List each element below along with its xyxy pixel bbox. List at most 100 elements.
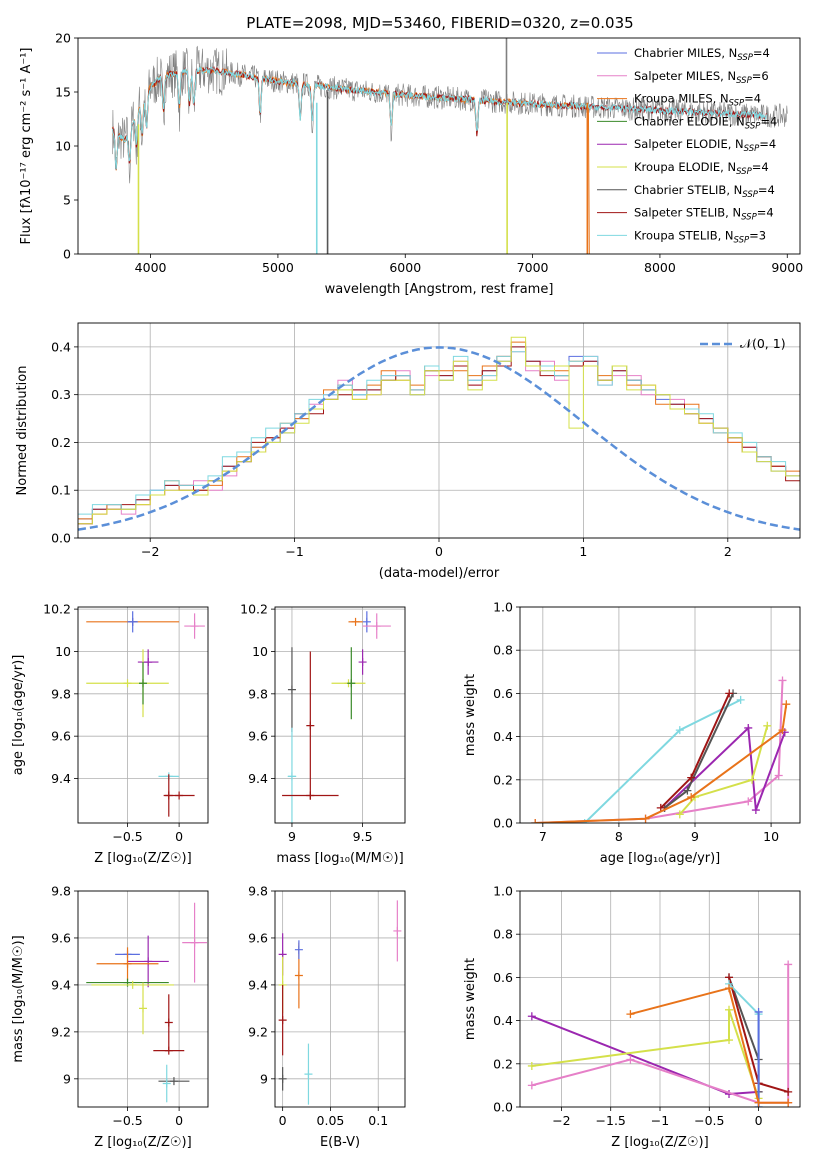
weight-point bbox=[725, 1005, 734, 1014]
weight-point bbox=[725, 1036, 734, 1045]
x-tick-label: 9 bbox=[691, 829, 699, 844]
chart-mass_vs_Z: −0.5 0 9 9.2 9.4 9.6 9.8 Z [log₁₀(Z/Z☉)] mass [l… bbox=[11, 884, 209, 1150]
data-point bbox=[139, 679, 147, 688]
x-axis-label: Z [log₁₀(Z/Z☉)] bbox=[94, 1135, 191, 1150]
plot-area bbox=[527, 960, 793, 1107]
x-axis-label: (data-model)/error bbox=[379, 566, 500, 581]
data-point bbox=[190, 622, 199, 631]
data-point bbox=[123, 679, 132, 688]
y-tick-label: 9.6 bbox=[51, 930, 71, 945]
weight-point bbox=[687, 793, 696, 802]
axes-frame bbox=[77, 322, 801, 539]
x-tick-label: 8 bbox=[615, 829, 623, 844]
histogram-series bbox=[78, 336, 800, 525]
legend: Chabrier MILES, NSSP=4 Salpeter MILES, NS… bbox=[597, 46, 777, 245]
y-tick-label: 9.8 bbox=[248, 884, 268, 899]
data-point bbox=[164, 791, 173, 800]
y-tick-label: 10 bbox=[55, 644, 71, 659]
weight-point bbox=[784, 960, 793, 969]
plot-area bbox=[86, 611, 205, 817]
weight-point bbox=[626, 1055, 635, 1064]
data-point bbox=[139, 1004, 147, 1013]
data-point bbox=[190, 938, 199, 947]
y-tick-label: 10 bbox=[252, 644, 268, 659]
x-tick-label: −2 bbox=[141, 544, 159, 559]
x-axis-label: E(B-V) bbox=[320, 1135, 360, 1150]
data-point bbox=[128, 617, 137, 626]
chart-weight_vs_Z: −2 −1.5 −1 −0.5 0 0.0 0.2 0.4 0.6 0.8 1.0 Z [log₁₀(… bbox=[463, 884, 801, 1150]
x-tick-label: 0 bbox=[755, 1113, 763, 1128]
weight-line bbox=[531, 1015, 759, 1096]
y-tick-label: 15 bbox=[55, 85, 71, 100]
y-tick-label: 0.0 bbox=[493, 1100, 513, 1115]
weight-point bbox=[774, 771, 783, 780]
legend-label: Kroupa STELIB, NSSP=3 bbox=[634, 228, 766, 245]
y-tick-label: 0 bbox=[63, 247, 71, 262]
weight-point bbox=[725, 984, 734, 993]
data-point bbox=[278, 1074, 287, 1083]
data-point bbox=[128, 980, 137, 989]
legend-label: Salpeter ELODIE, NSSP=4 bbox=[634, 137, 776, 154]
weight-point bbox=[748, 775, 757, 784]
weight-point bbox=[744, 797, 753, 806]
y-tick-label: 9.4 bbox=[51, 977, 71, 992]
axes-frame bbox=[77, 37, 801, 255]
data-point bbox=[294, 945, 303, 954]
chart-mass_vs_ebv: 0 0.05 0.1 9 9.2 9.4 9.6 9.8 E(B-V) bbox=[248, 884, 406, 1150]
x-axis-label: age [log₁₀(age/yr)] bbox=[600, 851, 721, 866]
y-tick-label: 9 bbox=[63, 1071, 71, 1086]
y-tick-label: 0.1 bbox=[51, 483, 71, 498]
weight-point bbox=[784, 1098, 793, 1107]
y-tick-label: 10.2 bbox=[43, 602, 71, 617]
histogram-series bbox=[78, 341, 800, 520]
y-tick-label: 0.4 bbox=[493, 1013, 513, 1028]
y-axis-label: Normed distribution bbox=[15, 366, 30, 496]
plot-area bbox=[111, 38, 788, 254]
data-point bbox=[287, 685, 296, 694]
y-tick-label: 0.4 bbox=[493, 729, 513, 744]
y-axis-label: Flux [fλ10⁻¹⁷ erg cm⁻² s⁻¹ A⁻¹] bbox=[19, 48, 34, 245]
x-tick-label: 1 bbox=[579, 544, 587, 559]
weight-line bbox=[535, 699, 742, 823]
y-tick-label: 9.2 bbox=[51, 1024, 71, 1039]
data-point bbox=[287, 772, 296, 781]
weight-line bbox=[679, 725, 769, 816]
spectrum-model-line bbox=[111, 66, 590, 254]
y-tick-label: 0.0 bbox=[493, 816, 513, 831]
legend-label: 𝒩(0, 1) bbox=[740, 336, 786, 351]
x-tick-label: −1 bbox=[651, 1113, 669, 1128]
spectrum-model-line bbox=[111, 65, 767, 170]
y-tick-label: 9.4 bbox=[51, 771, 71, 786]
data-point bbox=[347, 679, 356, 688]
weight-point bbox=[751, 806, 760, 815]
y-tick-label: 0.6 bbox=[493, 686, 513, 701]
x-tick-label: 0.1 bbox=[368, 1113, 388, 1128]
chart-spectrum: 4000 5000 6000 7000 8000 9000 0 5 10 15 20 waveleng… bbox=[19, 31, 803, 298]
y-tick-label: 9.4 bbox=[248, 771, 268, 786]
weight-point bbox=[527, 1012, 536, 1021]
y-tick-label: 9.8 bbox=[51, 884, 71, 899]
weight-point bbox=[641, 814, 650, 823]
x-axis-label: Z [log₁₀(Z/Z☉)] bbox=[94, 851, 191, 866]
plot-area bbox=[531, 676, 791, 823]
y-tick-label: 1.0 bbox=[493, 884, 513, 899]
weight-point bbox=[754, 1007, 763, 1016]
weight-point bbox=[626, 1010, 635, 1019]
axes-frame bbox=[274, 606, 406, 824]
weight-point bbox=[675, 810, 684, 819]
x-tick-label: −0.5 bbox=[112, 829, 142, 844]
y-axis-label: age [log₁₀(age/yr)] bbox=[11, 655, 26, 776]
legend-label: Chabrier ELODIE, NSSP=4 bbox=[634, 114, 777, 131]
axes-frame bbox=[519, 606, 801, 824]
y-tick-label: 9.6 bbox=[248, 930, 268, 945]
y-tick-label: 20 bbox=[55, 31, 71, 46]
data-point bbox=[294, 971, 303, 980]
y-tick-label: 0.2 bbox=[51, 435, 71, 450]
y-tick-label: 9.6 bbox=[248, 729, 268, 744]
y-tick-label: 9.8 bbox=[248, 686, 268, 701]
x-tick-label: 5000 bbox=[262, 260, 294, 275]
histogram-series bbox=[78, 351, 800, 525]
y-tick-label: 10 bbox=[55, 139, 71, 154]
legend-label: Salpeter STELIB, NSSP=4 bbox=[634, 206, 774, 223]
